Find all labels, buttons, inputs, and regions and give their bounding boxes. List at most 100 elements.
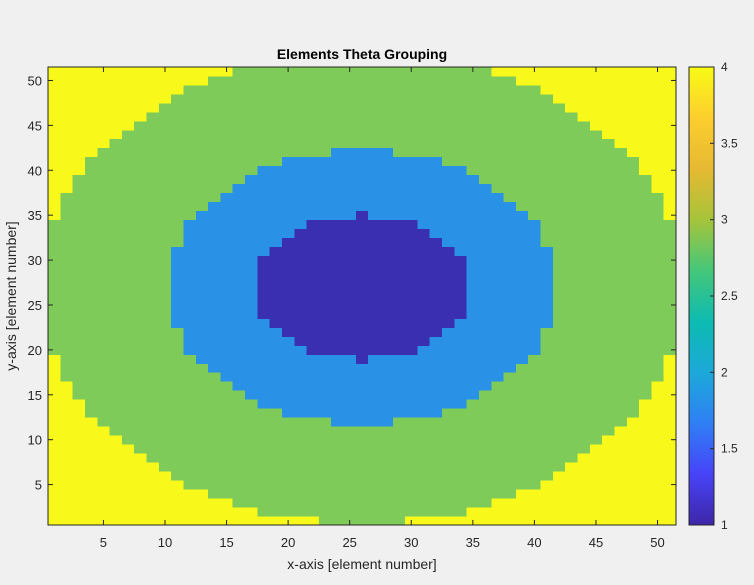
heatmap-cell xyxy=(195,309,209,319)
heatmap-cell xyxy=(454,480,468,490)
heatmap-cell xyxy=(626,228,640,239)
heatmap-cell xyxy=(392,435,406,445)
heatmap-cell xyxy=(466,480,480,490)
heatmap-cell xyxy=(306,102,320,113)
heatmap-cell xyxy=(146,408,160,418)
heatmap-cell xyxy=(626,408,640,418)
heatmap-cell xyxy=(429,399,443,409)
heatmap-cell xyxy=(577,318,591,328)
heatmap-cell xyxy=(48,327,61,337)
heatmap-cell xyxy=(220,273,234,283)
heatmap-cell xyxy=(134,498,147,508)
heatmap-cell xyxy=(380,246,394,256)
heatmap-cell xyxy=(281,201,295,212)
heatmap-cell xyxy=(208,516,221,526)
heatmap-cell xyxy=(97,165,110,176)
heatmap-cell xyxy=(552,507,566,517)
heatmap-cell xyxy=(306,67,320,77)
heatmap-cell xyxy=(380,408,394,418)
heatmap-cell xyxy=(109,435,123,445)
heatmap-cell xyxy=(651,237,665,248)
heatmap-cell xyxy=(417,156,431,167)
heatmap-cell xyxy=(589,309,603,319)
heatmap-cell xyxy=(552,435,566,445)
heatmap-cell xyxy=(257,147,271,158)
heatmap-cell xyxy=(478,489,492,499)
heatmap-cell xyxy=(269,462,283,472)
heatmap-cell xyxy=(171,417,184,427)
heatmap-cell xyxy=(146,345,160,355)
heatmap-cell xyxy=(639,93,652,104)
heatmap-cell xyxy=(478,336,492,346)
heatmap-cell xyxy=(565,138,578,149)
heatmap-cell xyxy=(639,507,652,517)
heatmap-cell xyxy=(72,363,86,373)
heatmap-cell xyxy=(405,147,418,158)
heatmap-cell xyxy=(171,174,184,185)
heatmap-cell xyxy=(84,84,98,95)
heatmap-cell xyxy=(491,381,504,391)
heatmap-cell xyxy=(171,381,184,391)
heatmap-cell xyxy=(540,282,554,292)
heatmap-cell xyxy=(84,156,98,167)
heatmap-cell xyxy=(589,399,603,409)
heatmap-cell xyxy=(380,183,394,194)
heatmap-cell xyxy=(72,309,86,319)
heatmap-cell xyxy=(380,237,394,248)
heatmap-cell xyxy=(528,309,541,319)
heatmap-cell xyxy=(540,345,554,355)
heatmap-cell xyxy=(269,291,283,301)
heatmap-cell xyxy=(109,453,123,463)
heatmap-cell xyxy=(158,138,172,149)
colorbar-tick-label: 2.5 xyxy=(721,289,738,303)
heatmap-cell xyxy=(232,417,246,427)
heatmap-cell xyxy=(565,228,578,239)
heatmap-cell xyxy=(405,264,418,274)
heatmap-cell xyxy=(48,67,61,77)
heatmap-cell xyxy=(466,390,480,400)
heatmap-cell xyxy=(540,129,554,140)
heatmap-cell xyxy=(454,93,468,104)
heatmap-cell xyxy=(540,174,554,185)
heatmap-cell xyxy=(355,174,369,185)
heatmap-cell xyxy=(158,489,172,499)
heatmap-cell xyxy=(257,129,271,140)
heatmap-cell xyxy=(48,345,61,355)
heatmap-cell xyxy=(331,336,344,346)
heatmap-cell xyxy=(380,210,394,221)
heatmap-cell xyxy=(503,426,517,436)
heatmap-cell xyxy=(195,453,209,463)
heatmap-cell xyxy=(405,453,418,463)
heatmap-cell xyxy=(639,246,652,256)
heatmap-cell xyxy=(589,282,603,292)
heatmap-cell xyxy=(454,210,468,221)
heatmap-cell xyxy=(84,417,98,427)
heatmap-cell xyxy=(245,273,258,283)
heatmap-cell xyxy=(97,156,110,167)
heatmap-cell xyxy=(146,471,160,481)
heatmap-cell xyxy=(478,282,492,292)
heatmap-cell xyxy=(158,246,172,256)
heatmap-cell xyxy=(48,147,61,158)
heatmap-cell xyxy=(269,444,283,454)
heatmap-cell xyxy=(72,201,86,212)
heatmap-cell xyxy=(195,102,209,113)
heatmap-cell xyxy=(269,372,283,382)
heatmap-cell xyxy=(331,264,344,274)
heatmap-cell xyxy=(442,444,455,454)
heatmap-cell xyxy=(257,165,271,176)
heatmap-cell xyxy=(528,399,541,409)
heatmap-cell xyxy=(405,498,418,508)
heatmap-cell xyxy=(195,363,209,373)
heatmap-cell xyxy=(392,67,406,77)
heatmap-cell xyxy=(466,354,480,364)
heatmap-cell xyxy=(331,390,344,400)
heatmap-cell xyxy=(589,147,603,158)
heatmap-cell xyxy=(380,462,394,472)
heatmap-cell xyxy=(614,291,628,301)
heatmap-cell xyxy=(245,156,258,167)
heatmap-cell xyxy=(478,75,492,86)
heatmap-cell xyxy=(72,516,86,526)
heatmap-cell xyxy=(60,120,74,131)
heatmap-cell xyxy=(146,120,160,131)
